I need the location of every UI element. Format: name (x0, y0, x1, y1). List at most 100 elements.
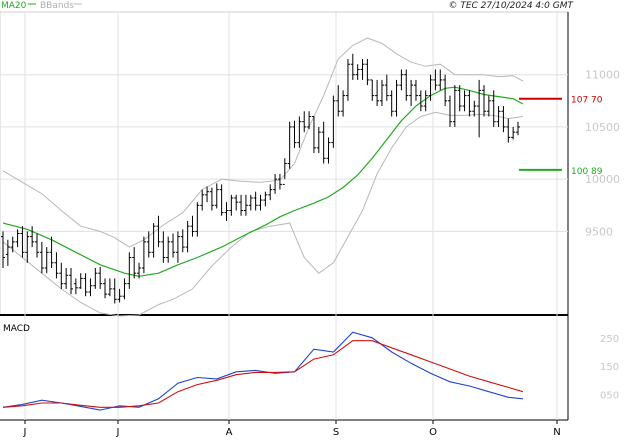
ohlc-bar (379, 79, 384, 107)
ohlc-bar (481, 85, 486, 117)
ohlc-bar (355, 64, 360, 80)
ohlc-bar (54, 252, 59, 279)
macd-tick-label: 250 (600, 334, 619, 345)
ohlc-bar (277, 173, 282, 190)
ohlc-bar (78, 273, 83, 289)
ohlc-bar (190, 215, 195, 237)
ohlc-bar (433, 69, 438, 91)
ohlc-bar (365, 59, 370, 86)
ohlc-bar (326, 137, 331, 164)
ohlc-bar (98, 266, 103, 289)
ohlc-bar (146, 231, 151, 258)
ohlc-bar (35, 233, 40, 258)
ohlc-bar (137, 262, 142, 279)
ohlc-bar (224, 202, 229, 221)
ohlc-bar (506, 118, 511, 143)
ohlc-bar (64, 267, 69, 289)
ohlc-bar (88, 278, 93, 297)
ohlc-bar (117, 288, 122, 303)
price-tick-label: 9500 (585, 225, 613, 238)
ohlc-bar (452, 85, 457, 127)
ohlc-bar (258, 194, 263, 211)
axis-labels: 9500 10000 10500 11000 J J A S O N 050 150 250 (23, 69, 620, 438)
ohlc-bar (141, 236, 146, 274)
ohlc-bar (156, 215, 161, 248)
ohlc-bar (243, 194, 248, 216)
ohlc-bar (268, 184, 273, 201)
ohlc-bar (423, 90, 428, 112)
ohlc-bar (273, 173, 278, 194)
ohlc-bar (166, 236, 171, 263)
ohlc-bar (69, 267, 74, 295)
ohlc-bar (195, 202, 200, 237)
month-tick-label: S (333, 427, 339, 438)
ohlc-bar (311, 115, 316, 154)
price-tick-label: 10500 (585, 121, 620, 134)
price-levels: 107 70 100 89 (519, 96, 603, 177)
ohlc-bar (413, 79, 418, 101)
ohlc-bar (132, 247, 137, 279)
month-tick-label: N (553, 427, 560, 438)
ohlc-bar (516, 121, 520, 136)
bband-lower-line (2, 111, 523, 317)
ohlc-bar (389, 90, 394, 117)
ohlc-bar (127, 252, 132, 289)
ohlc-bar (112, 278, 117, 304)
ohlc-bar (122, 278, 127, 300)
ohlc-bar (44, 247, 49, 274)
ohlc-bar (239, 194, 244, 216)
ohlc-bar (341, 90, 346, 117)
ohlc-bar (321, 121, 326, 164)
macd-series-line (2, 331, 523, 411)
ohlc-bar (30, 226, 35, 248)
ohlc-bar (486, 95, 491, 117)
ohlc-bar (316, 126, 321, 154)
ohlc-bar (370, 79, 375, 101)
ohlc-bar (418, 90, 423, 112)
ohlc-bar (345, 59, 350, 101)
ohlc-bar (511, 126, 516, 140)
ohlc-bar (282, 158, 287, 185)
ohlc-bar (229, 194, 234, 216)
ohlc-bar (443, 74, 448, 107)
ohlc-bar (151, 223, 156, 258)
ohlc-bar (399, 69, 404, 91)
ohlc-bar (73, 278, 78, 295)
ohlc-bar (457, 85, 462, 112)
ohlc-bar (307, 111, 312, 130)
resistance-level-label: 107 70 (571, 96, 603, 106)
ohlc-bar (214, 183, 219, 209)
macd-pane-label: MACD (3, 324, 30, 334)
copyright-text: © TEC 27/10/2024 4:0 GMT (448, 1, 574, 11)
ohlc-bar (409, 79, 414, 107)
ohlc-bar (404, 69, 409, 101)
ohlc-bar (83, 273, 88, 297)
ohlc-bar (185, 220, 190, 253)
ohlc-bar (253, 191, 258, 211)
ohlc-bar (161, 231, 166, 263)
macd-lines (2, 331, 524, 411)
ohlc-bars (1, 53, 520, 304)
ohlc-bar (350, 53, 355, 80)
ohlc-bar (472, 100, 477, 117)
ohlc-bar (209, 187, 214, 211)
ohlc-bar (93, 267, 98, 289)
ohlc-bar (287, 121, 292, 169)
ohlc-bar (20, 226, 25, 258)
ohlc-bar (175, 231, 180, 263)
ohlc-bar (477, 79, 482, 138)
ohlc-bar (180, 229, 185, 253)
ohlc-bar (394, 79, 399, 117)
ohlc-bar (360, 59, 365, 80)
month-tick-label: J (116, 427, 120, 438)
ohlc-bar (103, 278, 108, 299)
ohlc-bar (49, 236, 54, 268)
ohlc-bar (447, 95, 452, 127)
ohlc-bar (15, 229, 20, 248)
ohlc-bar (428, 74, 433, 101)
ohlc-bar (205, 186, 210, 203)
bbands-legend-label: BBands (40, 1, 74, 11)
ohlc-bar (5, 239, 10, 266)
month-tick-label: O (429, 427, 437, 438)
